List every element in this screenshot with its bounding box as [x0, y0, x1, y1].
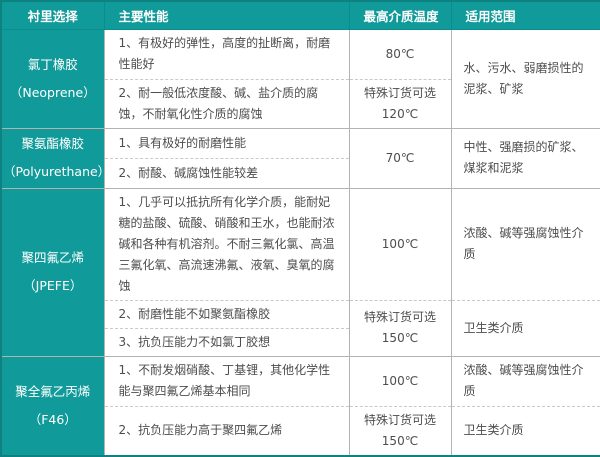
- special-order-note: 特殊订货可选: [363, 85, 436, 100]
- performance-cell: 2、耐磨性能不如聚氨酯橡胶: [103, 299, 350, 328]
- lining-alias: （Polyurethane）: [3, 164, 104, 179]
- lining-cell-neoprene: 氯丁橡胶 （Neoprene）: [1, 28, 105, 128]
- temperature-cell: 100℃: [348, 355, 452, 406]
- performance-cell: 1、几乎可以抵抗所有化学介质，能耐妃糖的盐酸、硫酸、硝酸和王水，也能耐浓碱和各种…: [103, 187, 350, 300]
- table-header-row: 衬里选择 主要性能 最高介质温度 适用范围: [0, 0, 600, 30]
- scope-cell: 卫生类介质: [450, 299, 600, 356]
- table-row: 2、耐一般低浓度酸、碱、盐介质的腐蚀，不耐氧化性介质的腐蚀 特殊订货可选 120…: [1, 78, 600, 128]
- temperature-cell: 70℃: [348, 127, 452, 188]
- scope-cell: 水、污水、弱磨损性的泥浆、矿浆: [450, 28, 600, 128]
- lining-cell-polyurethane: 聚氨酯橡胶 （Polyurethane）: [1, 127, 105, 188]
- lining-name: 氯丁橡胶: [27, 56, 78, 72]
- temperature-cell: 100℃: [348, 187, 452, 300]
- performance-cell: 2、抗负压能力高于聚四氟乙烯: [103, 405, 350, 456]
- lining-alias: （F46）: [28, 411, 77, 427]
- table-row: 聚全氟乙丙烯 （F46） 1、不耐发烟硝酸、丁基锂，其他化学性能与聚四氟乙烯基本…: [1, 355, 600, 456]
- header-lining-selection: 衬里选择: [0, 0, 105, 30]
- temperature-cell: 特殊订货可选 120℃: [348, 78, 452, 128]
- lining-alias: （JPEFE）: [23, 278, 83, 293]
- table-row: 3、抗负压能力不如氯丁胶想: [1, 327, 600, 356]
- lining-cell-ptfe: 聚四氟乙烯 （JPEFE）: [1, 187, 105, 356]
- table-row: 氯丁橡胶 （Neoprene） 1、有极好的弹性，高度的扯断离，耐磨性能好 80…: [1, 28, 600, 128]
- scope-cell: 浓酸、碱等强腐蚀性介质: [450, 355, 600, 406]
- table-row: 聚氨酯橡胶 （Polyurethane） 1、具有极好的耐磨性能 70℃ 中性、…: [1, 127, 600, 188]
- scope-cell: 中性、强磨损的矿浆、煤浆和泥浆: [450, 127, 600, 188]
- performance-cell: 1、不耐发烟硝酸、丁基锂，其他化学性能与聚四氟乙烯基本相同: [103, 355, 350, 406]
- table-row: 2、耐酸、碱腐蚀性能较差: [1, 157, 600, 188]
- performance-cell: 2、耐酸、碱腐蚀性能较差: [103, 157, 350, 188]
- performance-cell: 1、具有极好的耐磨性能: [103, 127, 350, 158]
- lining-name: 聚四氟乙烯: [21, 250, 84, 265]
- special-order-note: 特殊订货可选: [363, 310, 436, 324]
- performance-cell: 1、有极好的弹性，高度的扯断离，耐磨性能好: [103, 28, 350, 79]
- lining-name: 聚氨酯橡胶: [21, 136, 84, 151]
- temperature-value: 120℃: [381, 106, 419, 121]
- performance-cell: 3、抗负压能力不如氯丁胶想: [103, 327, 350, 356]
- performance-cell: 2、耐一般低浓度酸、碱、盐介质的腐蚀，不耐氧化性介质的腐蚀: [103, 78, 350, 128]
- temperature-cell: 80℃: [348, 28, 452, 79]
- header-main-performance: 主要性能: [103, 0, 350, 30]
- table-row: 聚四氟乙烯 （JPEFE） 1、几乎可以抵抗所有化学介质，能耐妃糖的盐酸、硫酸、…: [1, 187, 600, 356]
- lining-name: 聚全氟乙丙烯: [15, 383, 91, 399]
- header-applicable-range: 适用范围: [450, 0, 600, 30]
- temperature-value: 150℃: [381, 331, 419, 345]
- lining-alias: （Neoprene）: [9, 84, 96, 100]
- temperature-value: 150℃: [381, 433, 419, 448]
- special-order-note: 特殊订货可选: [363, 412, 436, 427]
- lining-cell-f46: 聚全氟乙丙烯 （F46）: [1, 355, 105, 456]
- scope-cell: 卫生类介质: [450, 405, 600, 456]
- temperature-cell: 特殊订货可选 150℃: [348, 405, 452, 456]
- temperature-cell: 特殊订货可选 150℃: [348, 299, 452, 356]
- scope-cell: 浓酸、碱等强腐蚀性介质: [450, 187, 600, 300]
- header-max-medium-temperature: 最高介质温度: [348, 0, 452, 30]
- table-row: 2、耐磨性能不如聚氨酯橡胶 特殊订货可选 150℃ 卫生类介质: [1, 299, 600, 356]
